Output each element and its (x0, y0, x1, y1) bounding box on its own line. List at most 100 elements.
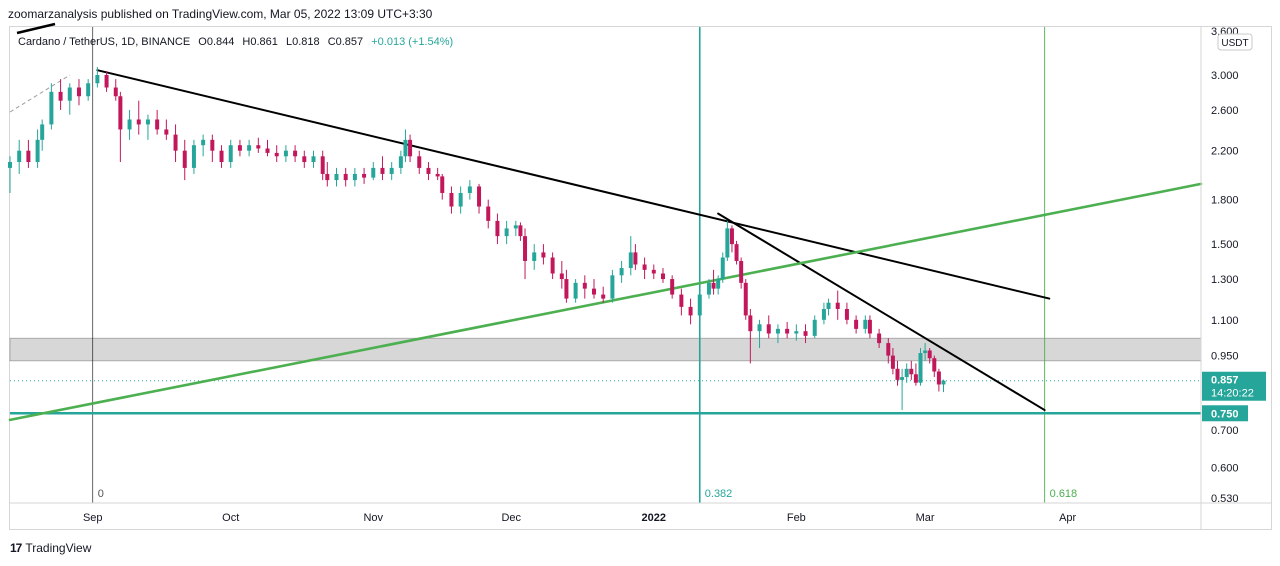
candle-body[interactable] (628, 252, 633, 269)
candle-body[interactable] (923, 350, 928, 354)
candle-body[interactable] (936, 371, 941, 385)
candle-body[interactable] (477, 186, 482, 207)
candle-body[interactable] (325, 173, 330, 181)
candle-body[interactable] (904, 368, 909, 378)
candle-body[interactable] (311, 156, 316, 163)
candle-body[interactable] (711, 282, 716, 289)
candle-body[interactable] (182, 150, 187, 168)
candle-body[interactable] (104, 75, 109, 88)
candle-body[interactable] (458, 192, 463, 207)
candle-body[interactable] (8, 162, 12, 168)
candle-body[interactable] (826, 302, 831, 309)
candle-body[interactable] (403, 139, 408, 157)
candle-body[interactable] (417, 156, 422, 168)
candle-body[interactable] (927, 350, 932, 359)
candle-body[interactable] (541, 252, 546, 258)
candle-body[interactable] (440, 176, 445, 193)
candle-body[interactable] (706, 282, 711, 295)
support-zone[interactable] (9, 337, 1202, 362)
candle-body[interactable] (592, 288, 597, 295)
candle-body[interactable] (697, 294, 702, 316)
candle-body[interactable] (757, 324, 762, 332)
candle-body[interactable] (495, 220, 500, 237)
candle-body[interactable] (559, 273, 564, 280)
candle-body[interactable] (127, 119, 132, 130)
candle-body[interactable] (642, 264, 647, 270)
candle-body[interactable] (785, 328, 790, 334)
candle-body[interactable] (918, 353, 923, 383)
candle-body[interactable] (293, 150, 298, 157)
candle-body[interactable] (86, 83, 91, 97)
candle-body[interactable] (486, 206, 491, 221)
candle-body[interactable] (863, 319, 868, 329)
candle-body[interactable] (743, 282, 748, 316)
candle-body[interactable] (136, 119, 141, 125)
candle-body[interactable] (739, 260, 744, 283)
candle-body[interactable] (766, 324, 771, 334)
candle-body[interactable] (76, 87, 81, 97)
candle-body[interactable] (867, 319, 872, 334)
candle-body[interactable] (803, 331, 808, 336)
candle-body[interactable] (58, 91, 63, 101)
candle-body[interactable] (932, 358, 937, 372)
candle-body[interactable] (389, 167, 394, 174)
candle-body[interactable] (550, 257, 555, 274)
candle-body[interactable] (821, 308, 826, 320)
candle-body[interactable] (651, 269, 656, 274)
candle-body[interactable] (426, 167, 431, 174)
candle-body[interactable] (237, 145, 242, 151)
candle-body[interactable] (900, 377, 905, 380)
candle-body[interactable] (283, 150, 288, 157)
candle-body[interactable] (582, 282, 587, 289)
candle-body[interactable] (504, 228, 509, 237)
candle-body[interactable] (26, 150, 31, 163)
candle-body[interactable] (913, 374, 918, 383)
trendline-3[interactable] (8, 182, 1203, 422)
candle-body[interactable] (40, 124, 45, 140)
candle-body[interactable] (219, 150, 224, 163)
candle-body[interactable] (256, 145, 261, 149)
candle-body[interactable] (435, 173, 440, 177)
candle-body[interactable] (320, 156, 325, 174)
candle-body[interactable] (909, 368, 914, 375)
candle-body[interactable] (725, 228, 730, 258)
candle-body[interactable] (812, 319, 817, 336)
candle-body[interactable] (564, 279, 569, 299)
candle-body[interactable] (398, 156, 403, 168)
candle-body[interactable] (670, 279, 675, 295)
candle-body[interactable] (352, 173, 357, 181)
candle-body[interactable] (201, 139, 206, 146)
candle-body[interactable] (854, 319, 859, 329)
candle-body[interactable] (118, 96, 123, 130)
candle-body[interactable] (145, 119, 150, 125)
candle-body[interactable] (720, 257, 725, 280)
candle-body[interactable] (835, 302, 840, 309)
candle-body[interactable] (716, 279, 721, 289)
candle-body[interactable] (877, 333, 882, 344)
candle-body[interactable] (265, 148, 270, 153)
candle-body[interactable] (886, 343, 891, 356)
candle-body[interactable] (191, 145, 196, 168)
candle-body[interactable] (941, 380, 946, 385)
candle-body[interactable] (155, 119, 160, 130)
candle-body[interactable] (247, 145, 252, 151)
candle-body[interactable] (794, 331, 799, 334)
candle-body[interactable] (173, 134, 178, 151)
candle-body[interactable] (532, 252, 537, 261)
candle-body[interactable] (467, 186, 472, 193)
candle-body[interactable] (660, 273, 665, 280)
trendline-2[interactable] (717, 212, 1046, 412)
candle-body[interactable] (274, 152, 279, 157)
candle-body[interactable] (601, 294, 606, 299)
currency-badge[interactable] (1217, 33, 1253, 51)
candle-body[interactable] (610, 275, 615, 299)
candle-body[interactable] (228, 145, 233, 163)
candle-body[interactable] (729, 228, 734, 245)
candle-body[interactable] (573, 282, 578, 299)
candle-body[interactable] (17, 150, 22, 163)
tradingview-footer[interactable]: 17 TradingView (10, 541, 91, 555)
candle-body[interactable] (302, 156, 307, 163)
candle-body[interactable] (67, 87, 72, 101)
candle-body[interactable] (619, 268, 624, 276)
